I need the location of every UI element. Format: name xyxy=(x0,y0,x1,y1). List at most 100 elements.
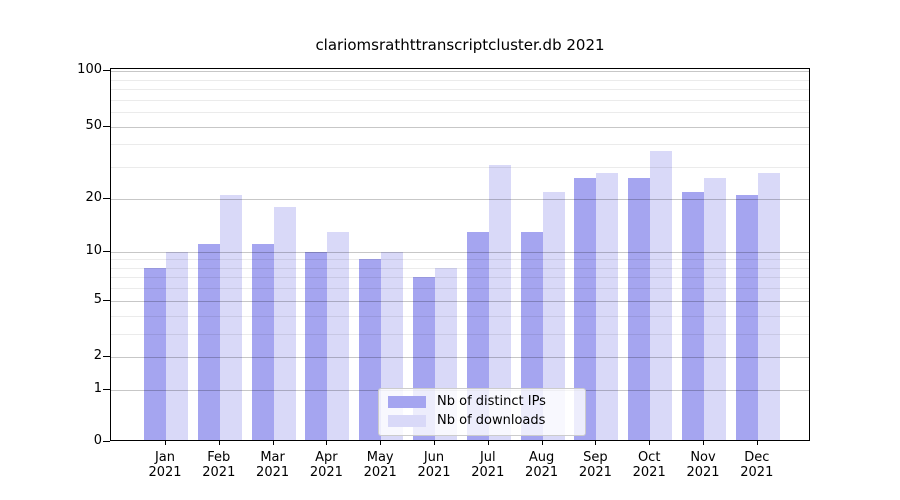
x-tick xyxy=(326,441,328,445)
bar-ips-feb xyxy=(197,244,220,440)
x-tick-month: Jan xyxy=(154,450,176,465)
x-tick-label: Jul 2021 xyxy=(448,450,528,480)
x-tick xyxy=(218,441,220,445)
gridline-5 xyxy=(111,300,809,302)
x-tick-year: 2021 xyxy=(363,465,397,480)
x-tick-month: Aug xyxy=(528,450,555,465)
bar-ips-jan xyxy=(144,267,166,440)
bar-downloads-jan xyxy=(166,251,188,440)
gridline-30 xyxy=(111,167,809,169)
gridline-80 xyxy=(111,89,809,91)
x-tick xyxy=(703,441,704,445)
x-tick xyxy=(595,441,597,445)
x-tick-label: Oct 2021 xyxy=(609,450,689,480)
gridline-10 xyxy=(111,251,809,253)
legend: Nb of distinct IPs Nb of downloads xyxy=(378,388,586,436)
gridline-2 xyxy=(111,357,809,359)
x-tick xyxy=(756,441,758,445)
x-tick-month: Jul xyxy=(479,450,496,465)
bar-ips-nov xyxy=(682,191,704,440)
x-tick-year: 2021 xyxy=(525,465,559,480)
y-tick xyxy=(103,441,110,442)
gridline-6 xyxy=(111,288,809,290)
x-tick-label: Mar 2021 xyxy=(233,450,313,480)
chart-title: clariomsrathttranscriptcluster.db 2021 xyxy=(315,36,605,54)
x-tick-year: 2021 xyxy=(632,465,666,480)
plot-area xyxy=(110,68,810,441)
bar-ips-jul xyxy=(466,231,489,440)
x-tick-label: Jan 2021 xyxy=(125,450,205,480)
gridline-7 xyxy=(111,277,809,279)
x-tick-label: Apr 2021 xyxy=(286,450,366,480)
x-tick-year: 2021 xyxy=(148,465,182,480)
gridline-8 xyxy=(111,267,809,269)
bar-downloads-nov xyxy=(704,178,726,440)
x-tick-month: Jun xyxy=(423,450,445,465)
y-tick xyxy=(103,299,110,301)
y-tick xyxy=(103,250,110,252)
x-tick-label: Nov 2021 xyxy=(663,450,743,480)
x-tick-label: Sep 2021 xyxy=(555,450,635,480)
x-tick-month: May xyxy=(366,450,394,465)
x-tick-year: 2021 xyxy=(309,465,343,480)
bar-downloads-sep xyxy=(596,172,619,440)
bar-ips-mar xyxy=(251,244,274,440)
x-tick-label: Aug 2021 xyxy=(502,450,582,480)
gridline-3 xyxy=(111,333,809,335)
y-tick-label: 50 xyxy=(85,117,102,133)
gridline-40 xyxy=(111,144,809,146)
x-tick-year: 2021 xyxy=(202,465,236,480)
x-tick-month: Oct xyxy=(637,450,661,465)
legend-label: Nb of distinct IPs xyxy=(437,394,546,409)
x-tick-year: 2021 xyxy=(740,465,774,480)
x-tick xyxy=(272,441,274,445)
bar-downloads-apr xyxy=(327,231,350,440)
bar-downloads-oct xyxy=(650,150,673,440)
y-tick-label: 0 xyxy=(93,433,102,448)
x-tick-month: Apr xyxy=(315,450,338,465)
bar-ips-dec xyxy=(735,195,758,440)
x-tick-month: Feb xyxy=(207,450,231,465)
x-tick-month: Mar xyxy=(260,450,285,465)
y-tick-label: 20 xyxy=(85,189,102,205)
gridline-4 xyxy=(111,315,809,317)
x-tick-month: Sep xyxy=(583,450,608,465)
y-tick-label: 1 xyxy=(93,381,102,397)
gridline-70 xyxy=(111,99,809,101)
legend-row: Nb of downloads xyxy=(388,413,576,429)
bar-ips-apr xyxy=(305,251,328,440)
x-tick-year: 2021 xyxy=(417,465,451,480)
x-tick-label: Dec 2021 xyxy=(717,450,797,480)
y-tick xyxy=(103,197,110,199)
x-tick xyxy=(487,441,489,445)
x-tick-year: 2021 xyxy=(471,465,505,480)
x-tick-year: 2021 xyxy=(256,465,290,480)
legend-swatch-downloads xyxy=(388,415,426,427)
gridline-100 xyxy=(111,71,809,73)
legend-swatch-ips xyxy=(388,396,426,408)
gridline-90 xyxy=(111,79,809,81)
x-tick-label: Jun 2021 xyxy=(394,450,474,480)
y-tick-label: 2 xyxy=(93,348,102,364)
bar-ips-oct xyxy=(628,178,651,440)
y-tick xyxy=(103,389,110,391)
gridline-60 xyxy=(111,112,809,114)
x-tick-month: Dec xyxy=(744,450,770,465)
x-tick-label: May 2021 xyxy=(340,450,420,480)
x-tick xyxy=(380,441,382,445)
bar-ips-sep xyxy=(574,178,597,440)
legend-row: Nb of distinct IPs xyxy=(388,394,576,410)
x-tick xyxy=(649,441,651,445)
y-tick xyxy=(103,70,110,72)
x-tick-year: 2021 xyxy=(686,465,720,480)
y-tick-label: 10 xyxy=(85,242,102,258)
x-tick-month: Nov xyxy=(690,450,716,465)
x-tick-label: Feb 2021 xyxy=(179,450,259,480)
bar-downloads-feb xyxy=(219,195,242,440)
bar-downloads-aug xyxy=(542,191,565,440)
y-tick xyxy=(103,125,110,127)
y-tick xyxy=(103,356,110,358)
x-tick xyxy=(541,441,543,445)
gridline-9 xyxy=(111,259,809,261)
